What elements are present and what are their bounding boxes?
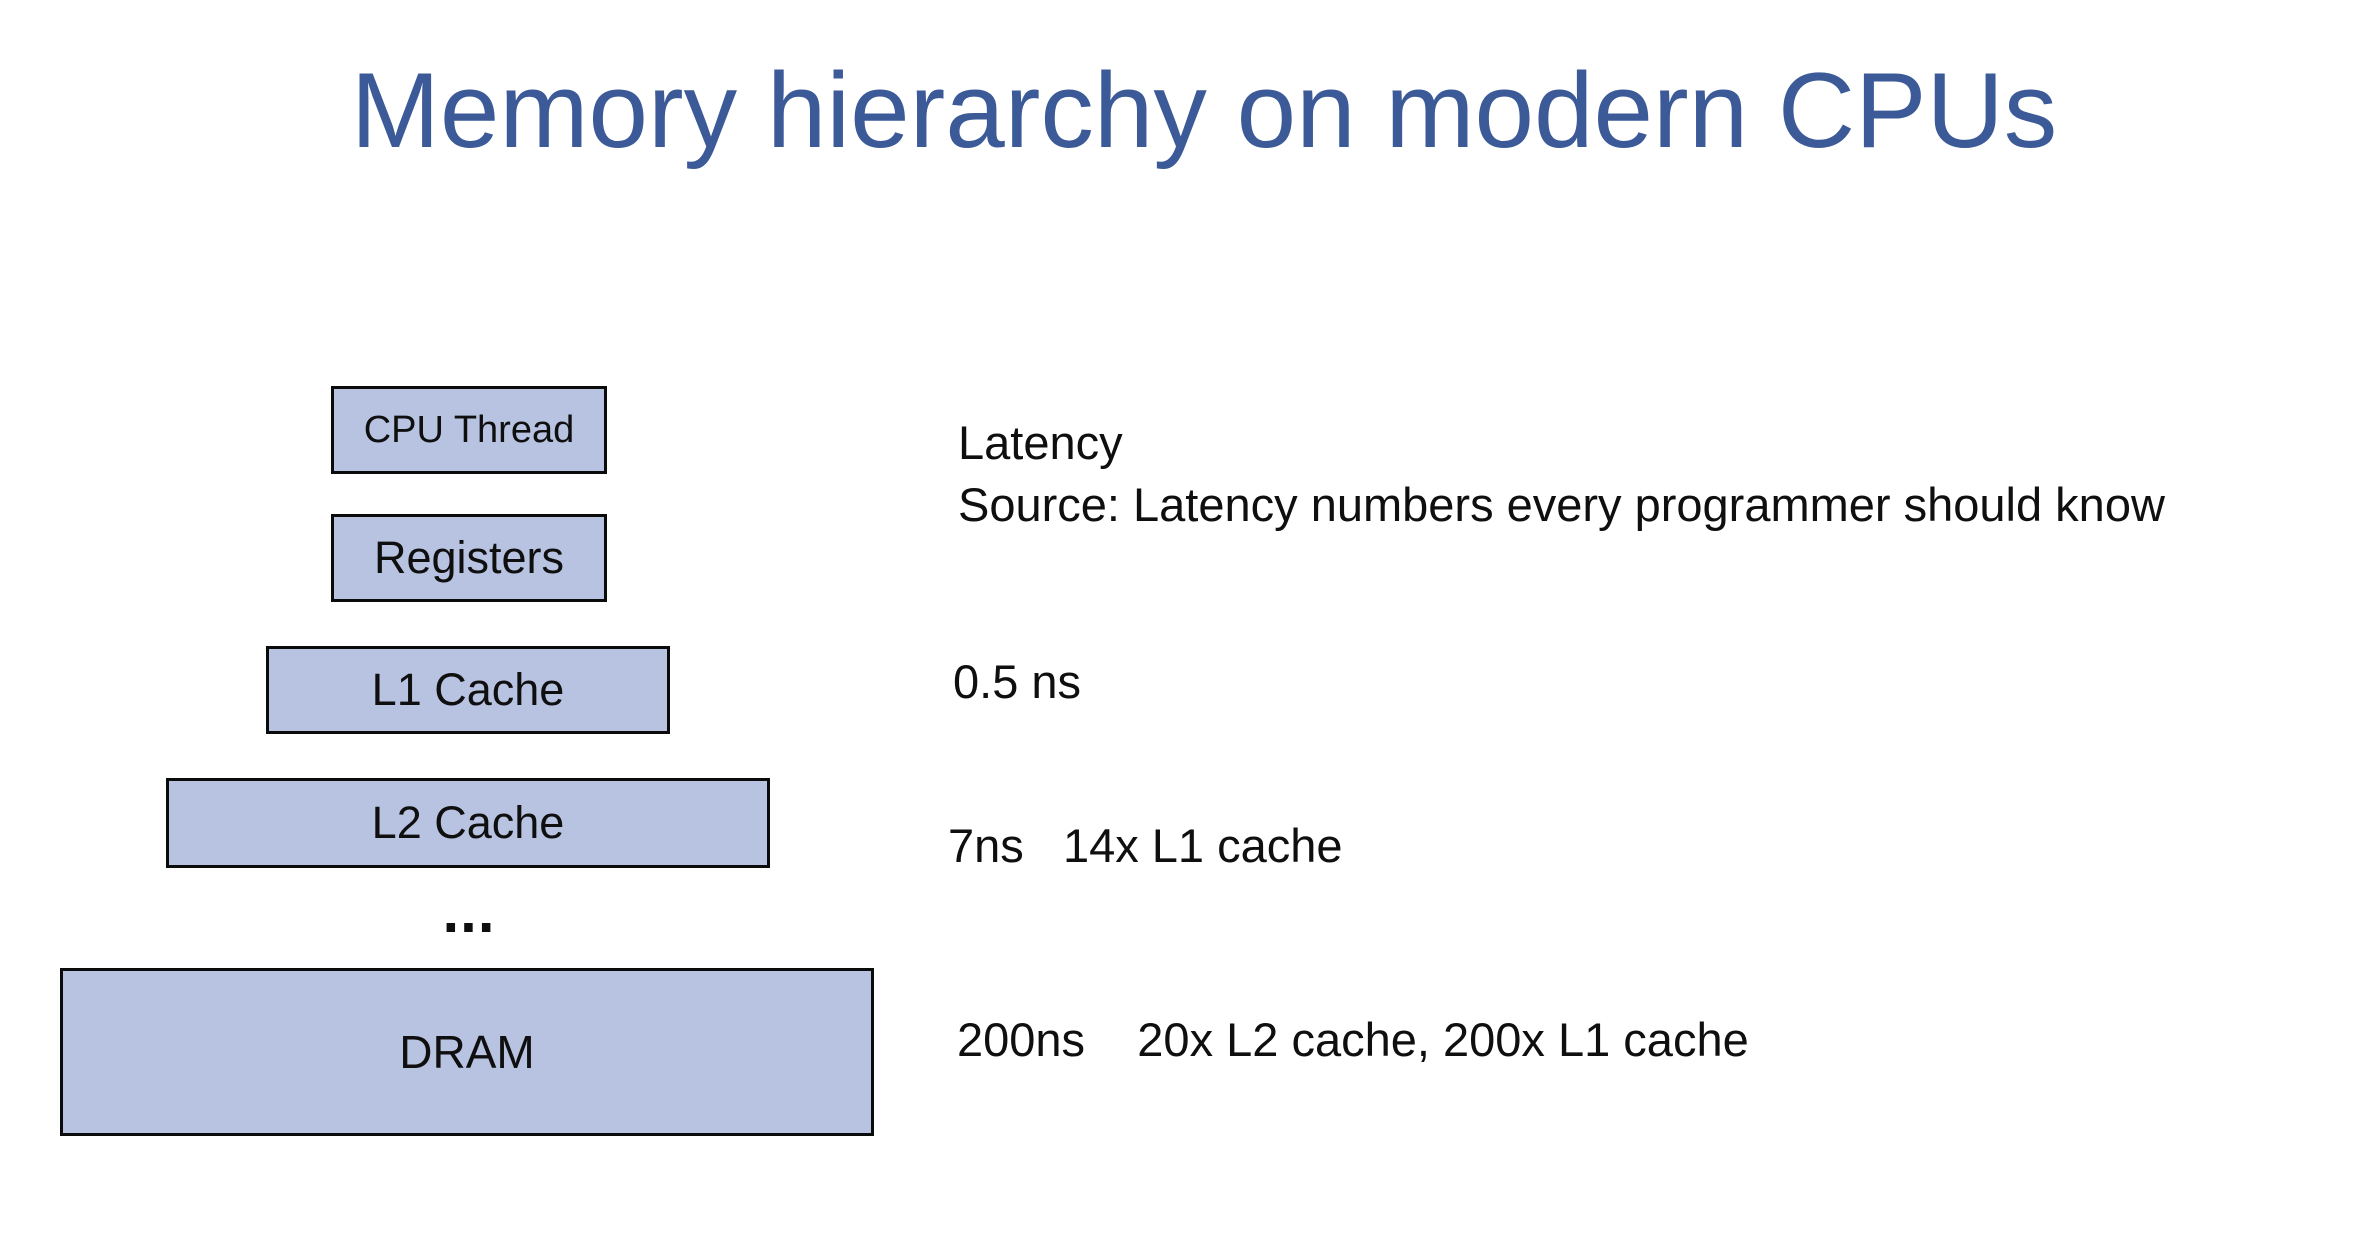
latency-value-l1-cache: 0.5 ns (953, 655, 1082, 708)
memory-box-l1-cache: L1 Cache (266, 646, 670, 734)
memory-box-label: L1 Cache (371, 664, 565, 715)
memory-box-cpu-thread: CPU Thread (331, 386, 607, 474)
memory-box-registers: Registers (331, 514, 607, 602)
memory-box-dram: DRAM (60, 968, 874, 1136)
memory-box-label: Registers (373, 532, 565, 583)
hierarchy-ellipsis: ... (442, 878, 496, 945)
latency-source-note: Source: Latency numbers every programmer… (958, 478, 2165, 531)
memory-box-label: DRAM (399, 1026, 535, 1078)
latency-value-dram: 200ns 20x L2 cache, 200x L1 cache (957, 1013, 1749, 1066)
memory-box-label: CPU Thread (363, 408, 575, 451)
page-title: Memory hierarchy on modern CPUs (350, 50, 2058, 170)
latency-heading: Latency (958, 416, 1123, 469)
memory-box-label: L2 Cache (371, 797, 565, 848)
memory-box-l2-cache: L2 Cache (166, 778, 770, 868)
latency-value-l2-cache: 7ns 14x L1 cache (948, 819, 1343, 872)
